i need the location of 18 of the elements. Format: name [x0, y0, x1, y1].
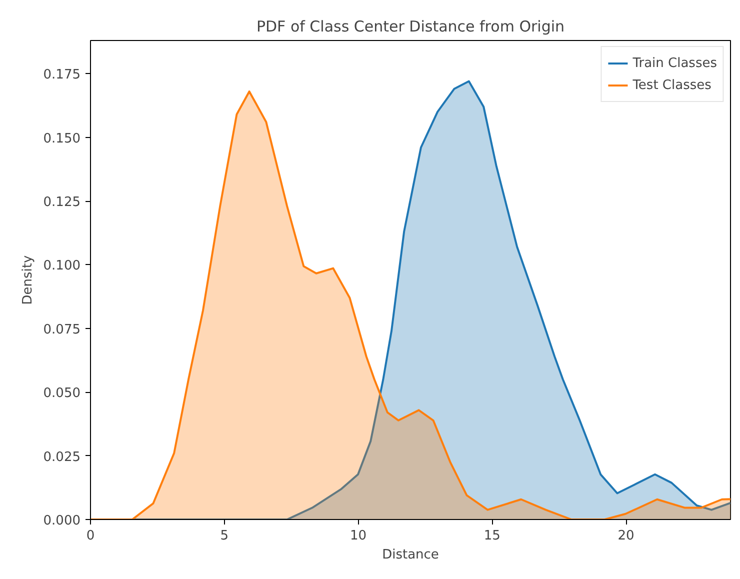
y-tick-label: 0.125 [43, 195, 80, 210]
y-tick-label: 0.150 [43, 131, 80, 146]
y-tick-label: 0.000 [43, 514, 80, 528]
chart-title: PDF of Class Center Distance from Origin [256, 18, 565, 36]
x-tick-label: 15 [484, 528, 500, 544]
x-tick-label: 20 [618, 528, 634, 544]
y-tick-label: 0.025 [43, 450, 80, 465]
y-axis-title: Density [20, 254, 36, 305]
legend-label: Test Classes [632, 78, 712, 92]
x-tick-label: 5 [220, 528, 229, 544]
x-axis-title: Distance [382, 548, 439, 562]
y-tick-label: 0.100 [43, 258, 80, 274]
y-tick-label: 0.175 [43, 68, 80, 83]
x-tick-label: 0 [86, 528, 95, 544]
y-tick-label: 0.050 [43, 386, 80, 402]
legend-label: Train Classes [632, 56, 717, 70]
y-tick-label: 0.075 [43, 322, 80, 338]
x-tick-label: 10 [350, 528, 367, 544]
